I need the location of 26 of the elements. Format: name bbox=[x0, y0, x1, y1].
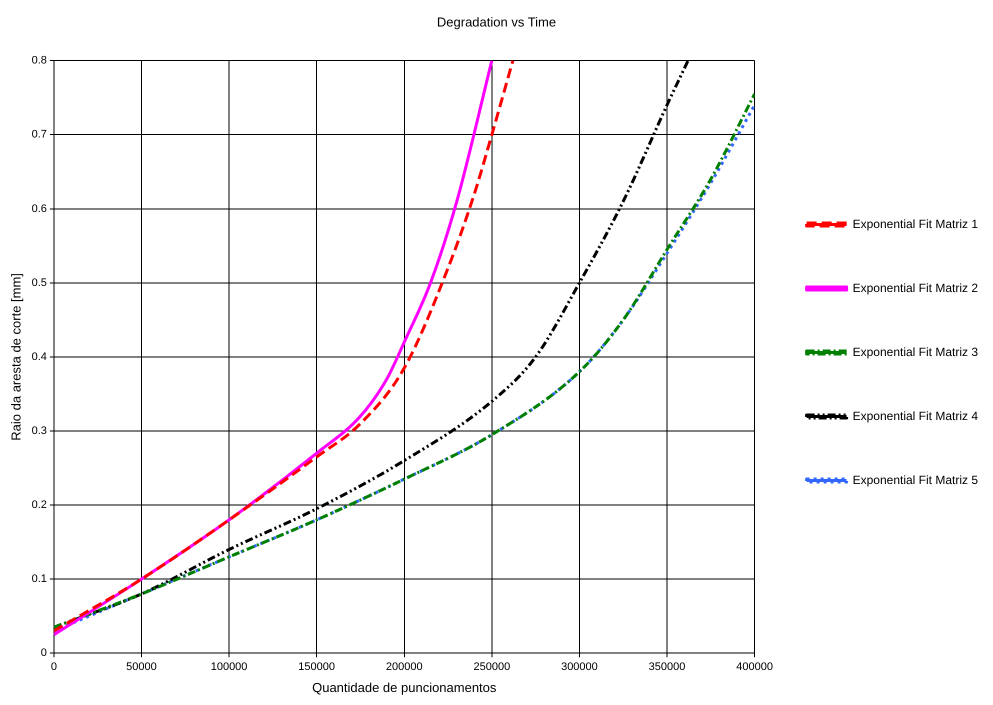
x-tick-label: 300000 bbox=[561, 660, 598, 673]
x-tick-label: 200000 bbox=[386, 660, 423, 673]
y-tick-label: 0.2 bbox=[32, 499, 47, 512]
x-tick-label: 250000 bbox=[473, 660, 510, 673]
x-axis-title: Quantidade de puncionamentos bbox=[312, 680, 497, 695]
legend-label: Exponential Fit Matriz 3 bbox=[852, 344, 978, 359]
y-axis-title: Raio da aresta de corte [mm] bbox=[8, 273, 24, 441]
x-tick-label: 150000 bbox=[298, 660, 336, 673]
x-tick-label: 350000 bbox=[648, 660, 686, 673]
legend-label: Exponential Fit Matriz 2 bbox=[852, 280, 978, 295]
y-tick-label: 0.5 bbox=[32, 276, 47, 289]
y-tick-label: 0.6 bbox=[32, 202, 47, 215]
legend-label: Exponential Fit Matriz 5 bbox=[852, 472, 978, 487]
legend-label: Exponential Fit Matriz 1 bbox=[852, 216, 978, 231]
y-tick-label: 0.7 bbox=[32, 128, 47, 141]
y-tick-label: 0.3 bbox=[32, 425, 47, 438]
x-tick-label: 0 bbox=[50, 660, 57, 673]
y-tick-label: 0.8 bbox=[32, 54, 47, 67]
y-tick-label: 0.4 bbox=[32, 350, 47, 363]
chart-title: Degradation vs Time bbox=[436, 14, 556, 30]
x-tick-label: 400000 bbox=[736, 660, 773, 673]
y-tick-label: 0.1 bbox=[32, 573, 47, 586]
x-tick-label: 100000 bbox=[210, 660, 248, 673]
x-tick-label: 50000 bbox=[126, 660, 157, 673]
y-tick-label: 0 bbox=[40, 647, 47, 660]
legend-label: Exponential Fit Matriz 4 bbox=[852, 408, 978, 423]
